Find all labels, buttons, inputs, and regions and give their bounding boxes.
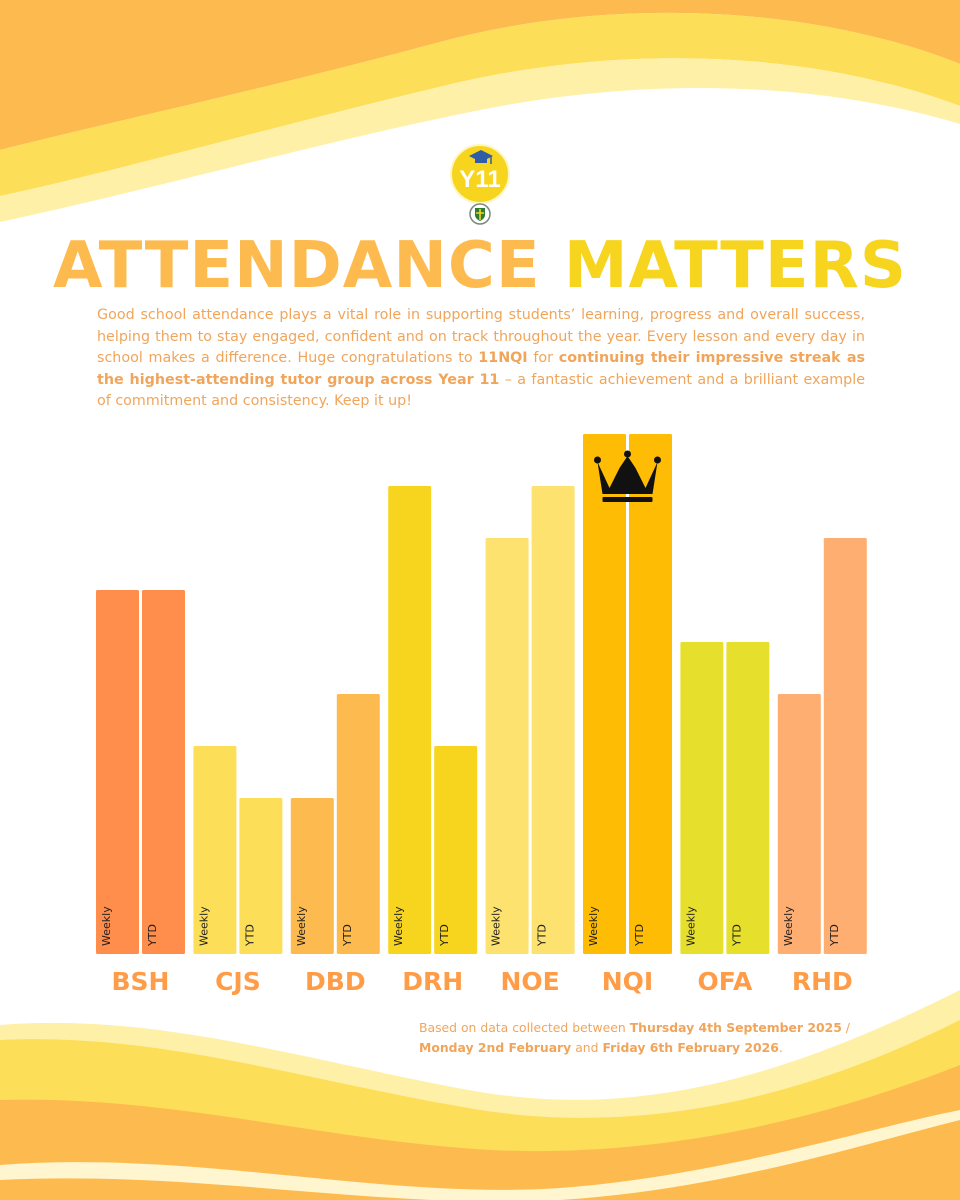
category-label-ofa: OFA [697,967,752,996]
category-label-bsh: BSH [112,967,170,996]
top-wave-yellow [0,12,960,197]
intro-paragraph: Good school attendance plays a vital rol… [97,305,865,413]
bar-ofa-weekly [680,642,724,954]
intro-text-2: for [527,350,559,366]
footnote-suffix: . [778,1040,783,1055]
crown-icon [594,450,661,502]
footnote-week-start: Monday 2nd February [419,1040,572,1055]
bar-label-ytd: YTD [243,924,256,947]
top-wave-pale [0,58,960,223]
bar-label-weekly: Weekly [100,906,113,946]
intro-highlight: continuing their impressive streak as th… [97,350,865,388]
footnote-start-date: Thursday 4th September 2025 [629,1020,842,1035]
bar-rhd-ytd [823,538,867,954]
category-label-noe: NOE [500,967,559,996]
bar-label-weekly: Weekly [295,906,308,946]
title-attendance: ATTENDANCE [53,229,541,303]
bar-label-ytd: YTD [633,924,646,947]
bar-nqi-weekly [583,434,626,954]
logo-badge-text: Y11 [459,166,500,193]
category-label-dbd: DBD [305,967,366,996]
bar-label-ytd: YTD [730,924,743,947]
bar-bsh-weekly [96,590,139,954]
bar-bsh-ytd [142,590,185,954]
bar-dbd-weekly [290,798,334,954]
bar-ofa-ytd [726,642,770,954]
category-label-rhd: RHD [792,967,853,996]
bar-cjs-ytd [239,798,283,954]
bar-label-weekly: Weekly [684,906,697,946]
bar-noe-weekly [485,538,529,954]
category-label-drh: DRH [402,967,463,996]
y11-logo: Y11 [450,144,510,225]
bar-rhd-weekly [777,694,821,954]
title-matters: MATTERS [563,229,907,303]
category-label-nqi: NQI [602,967,653,996]
bar-label-ytd: YTD [146,924,159,947]
top-wave-decoration [0,0,960,223]
bar-noe-ytd [531,486,575,954]
bar-label-ytd: YTD [536,924,549,947]
top-wave-orange [0,0,960,150]
intro-text-1: Good school attendance plays a vital rol… [97,307,865,366]
footnote-separator: / [841,1020,850,1035]
footnote-prefix: Based on data collected between [419,1020,630,1035]
bar-label-weekly: Weekly [782,906,795,946]
bar-drh-ytd [434,746,478,954]
bar-label-weekly: Weekly [587,906,600,946]
bar-label-ytd: YTD [341,924,354,947]
footnote-and: and [571,1040,603,1055]
bar-label-ytd: YTD [438,924,451,947]
data-footnote: Based on data collected between Thursday… [419,1018,859,1058]
graduation-cap-icon [469,150,493,164]
intro-text-3: – a fantastic achievement and a brillian… [97,371,865,410]
intro-group: 11NQI [478,350,528,366]
bar-label-weekly: Weekly [197,906,210,946]
bar-cjs-weekly [193,746,237,954]
logo-badge-circle [450,144,510,204]
page-title: ATTENDANCE MATTERS [0,226,960,306]
footnote-end-date: Friday 6th February 2026 [602,1040,779,1055]
bar-drh-weekly [388,486,432,954]
bar-nqi-ytd [629,434,672,954]
bottom-wave-white-swirl [0,1110,960,1200]
bar-label-weekly: Weekly [392,906,405,946]
bar-dbd-ytd [336,694,380,954]
category-label-cjs: CJS [215,967,261,996]
bar-label-weekly: Weekly [490,906,503,946]
bar-label-ytd: YTD [828,924,841,947]
